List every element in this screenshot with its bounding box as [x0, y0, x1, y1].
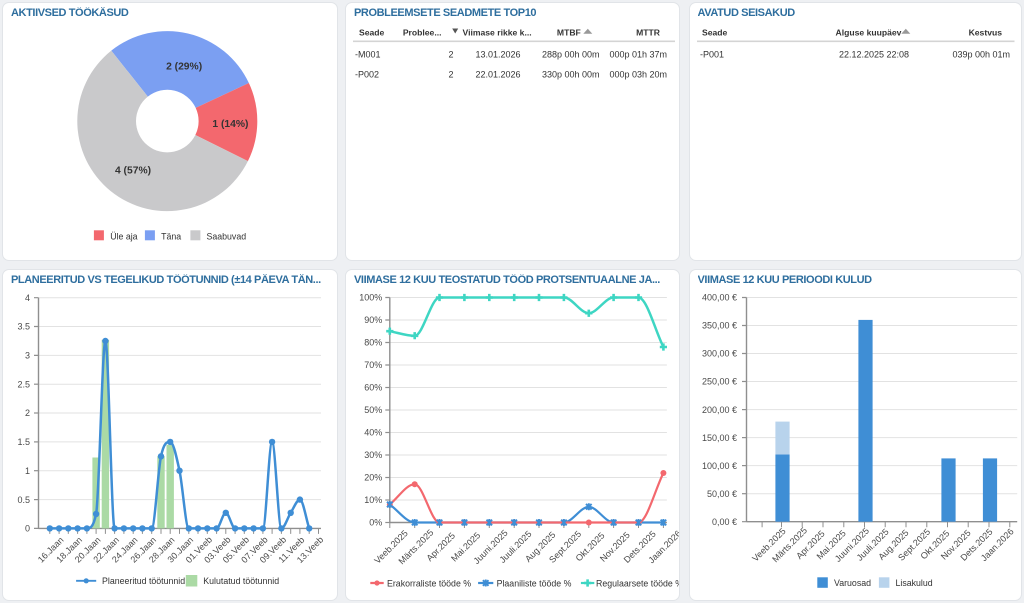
svg-text:4: 4: [25, 293, 30, 303]
svg-text:Alguse kuupäev: Alguse kuupäev: [835, 28, 901, 38]
svg-text:Üle aja: Üle aja: [110, 231, 137, 241]
svg-text:250,00 €: 250,00 €: [701, 377, 736, 387]
svg-text:Lisakulud: Lisakulud: [895, 578, 932, 588]
svg-text:22.01.2026: 22.01.2026: [475, 70, 520, 80]
svg-text:000p 01h 37m: 000p 01h 37m: [609, 49, 667, 59]
svg-text:330p 00h 00m: 330p 00h 00m: [542, 70, 600, 80]
svg-text:2: 2: [25, 408, 30, 418]
svg-text:70%: 70%: [364, 360, 382, 370]
svg-text:1.5: 1.5: [17, 437, 30, 447]
svg-text:60%: 60%: [364, 383, 382, 393]
svg-text:22.12.2025 22:08: 22.12.2025 22:08: [838, 49, 908, 59]
svg-text:Seade: Seade: [702, 28, 728, 38]
svg-text:-P001: -P001: [700, 49, 724, 59]
svg-text:Varuosad: Varuosad: [834, 578, 871, 588]
svg-text:288p 00h 00m: 288p 00h 00m: [542, 49, 600, 59]
svg-text:039p 00h 01m: 039p 00h 01m: [952, 49, 1010, 59]
svg-text:Kestvus: Kestvus: [968, 28, 1002, 38]
svg-text:400,00 €: 400,00 €: [701, 293, 736, 303]
svg-text:Plaaniliste tööde %: Plaaniliste tööde %: [497, 578, 572, 588]
svg-text:Saabuvad: Saabuvad: [207, 231, 247, 241]
svg-text:Täna: Täna: [161, 231, 181, 241]
svg-text:MTBF: MTBF: [557, 28, 581, 38]
svg-text:0,00 €: 0,00 €: [711, 517, 736, 527]
svg-text:2.5: 2.5: [17, 379, 30, 389]
svg-text:30%: 30%: [364, 450, 382, 460]
svg-text:000p 03h 20m: 000p 03h 20m: [609, 70, 667, 80]
svg-text:Regulaarsete tööde %: Regulaarsete tööde %: [596, 578, 680, 588]
svg-text:1: 1: [25, 466, 30, 476]
svg-text:1 (14%): 1 (14%): [212, 119, 248, 130]
svg-text:Seade: Seade: [359, 28, 385, 38]
svg-text:-M001: -M001: [355, 49, 381, 59]
svg-text:Planeeritud töötunnid: Planeeritud töötunnid: [102, 576, 185, 586]
svg-text:300,00 €: 300,00 €: [701, 349, 736, 359]
svg-text:40%: 40%: [364, 428, 382, 438]
svg-text:200,00 €: 200,00 €: [701, 405, 736, 415]
svg-text:Problee...: Problee...: [403, 28, 442, 38]
svg-text:80%: 80%: [364, 338, 382, 348]
svg-text:50,00 €: 50,00 €: [706, 489, 736, 499]
svg-text:Kulutatud töötunnid: Kulutatud töötunnid: [203, 576, 279, 586]
svg-text:3.5: 3.5: [17, 322, 30, 332]
svg-text:20%: 20%: [364, 473, 382, 483]
svg-text:Erakorraliste tööde %: Erakorraliste tööde %: [387, 578, 471, 588]
svg-text:2: 2: [448, 49, 453, 59]
svg-text:4 (57%): 4 (57%): [115, 166, 151, 177]
svg-text:0%: 0%: [369, 518, 382, 528]
svg-text:MTTR: MTTR: [636, 28, 661, 38]
svg-text:100%: 100%: [359, 293, 382, 303]
svg-text:Viimase rikke k...: Viimase rikke k...: [463, 28, 532, 38]
svg-text:2: 2: [448, 70, 453, 80]
svg-text:13.01.2026: 13.01.2026: [475, 49, 520, 59]
svg-text:350,00 €: 350,00 €: [701, 321, 736, 331]
svg-text:50%: 50%: [364, 405, 382, 415]
svg-text:-P002: -P002: [355, 70, 379, 80]
svg-text:3: 3: [25, 351, 30, 361]
svg-text:90%: 90%: [364, 315, 382, 325]
svg-text:2 (29%): 2 (29%): [166, 62, 202, 73]
svg-text:100,00 €: 100,00 €: [701, 461, 736, 471]
svg-text:150,00 €: 150,00 €: [701, 433, 736, 443]
svg-text:10%: 10%: [364, 495, 382, 505]
svg-text:0: 0: [25, 524, 30, 534]
svg-text:0.5: 0.5: [17, 495, 30, 505]
